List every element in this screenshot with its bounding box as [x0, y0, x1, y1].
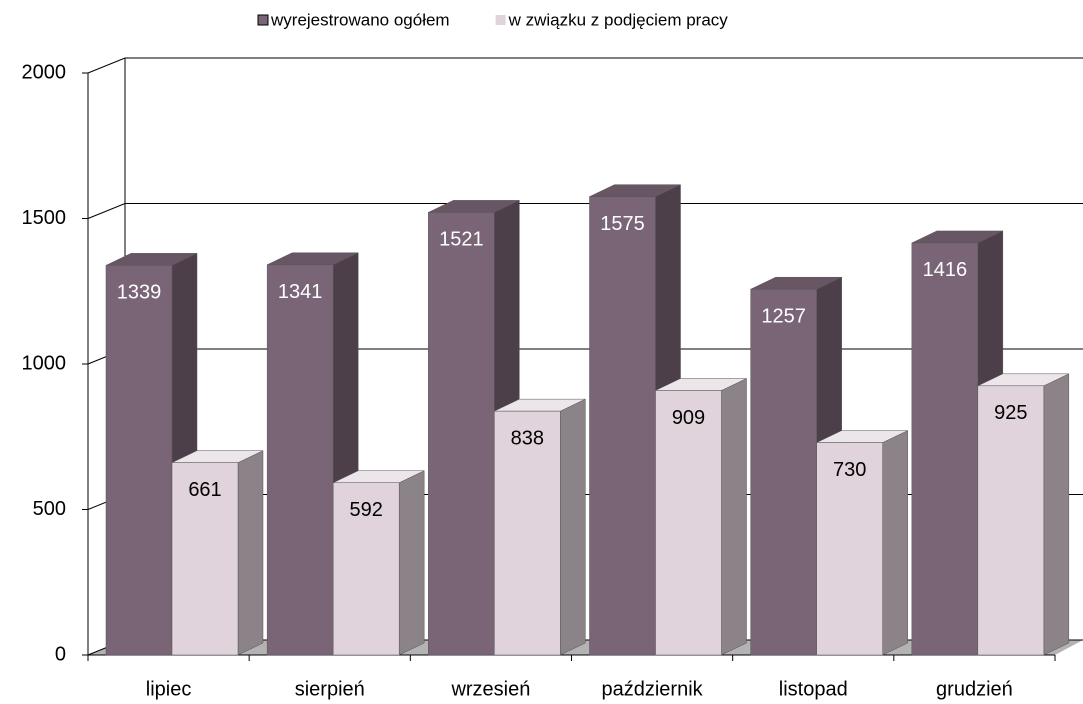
legend-label: w związku z podjęciem pracy	[508, 10, 729, 29]
x-tick-label: wrzesień	[450, 678, 530, 700]
data-label: 1521	[439, 229, 484, 251]
bar	[105, 265, 173, 656]
bar	[332, 482, 400, 656]
legend-swatch	[495, 15, 506, 25]
bar	[977, 385, 1045, 656]
y-tick-label: 1500	[22, 207, 67, 229]
bar	[655, 390, 722, 656]
bar	[816, 442, 883, 656]
data-label: 1416	[923, 259, 968, 281]
data-label: 909	[672, 407, 705, 429]
bar-side	[237, 450, 264, 656]
bar-side	[882, 430, 908, 656]
data-label: 1339	[117, 282, 162, 304]
y-tick-label: 2000	[22, 61, 67, 83]
y-tick-label: 500	[33, 498, 66, 520]
data-label: 1575	[600, 213, 645, 235]
bar-side	[560, 398, 586, 656]
data-label: 1257	[761, 305, 806, 327]
bar	[266, 264, 334, 656]
x-tick-label: grudzień	[936, 678, 1013, 700]
bar	[171, 462, 239, 656]
x-tick-label: sierpień	[295, 678, 365, 700]
bar-side	[1043, 373, 1070, 656]
bar-group: 661	[171, 450, 264, 656]
x-tick-label: lipiec	[146, 678, 192, 700]
bar	[911, 242, 979, 656]
data-label: 925	[994, 402, 1027, 424]
data-label: 730	[833, 459, 866, 481]
grid-line	[87, 203, 1083, 219]
bar	[494, 410, 561, 656]
data-label: 1341	[278, 281, 323, 303]
bar-group: 730	[816, 430, 908, 656]
data-label: 661	[188, 479, 221, 501]
legend-label: wyrejestrowano ogółem	[270, 10, 450, 29]
data-label: 592	[349, 499, 382, 521]
bar	[589, 196, 656, 656]
bar-group: 838	[494, 398, 586, 656]
bar-group: 925	[977, 373, 1070, 656]
y-tick-label: 0	[55, 643, 66, 665]
bar	[428, 212, 495, 656]
x-tick-label: październik	[601, 678, 703, 700]
y-tick-label: 1000	[22, 352, 67, 374]
x-tick-label: listopad	[779, 678, 848, 700]
bar-side	[721, 378, 747, 656]
bar	[750, 288, 817, 656]
bar-side	[398, 470, 425, 656]
bar-group: 909	[655, 378, 747, 656]
grid-line	[87, 57, 1083, 74]
data-label: 838	[511, 427, 544, 449]
legend-swatch	[257, 14, 269, 26]
bar-group: 592	[332, 470, 425, 656]
